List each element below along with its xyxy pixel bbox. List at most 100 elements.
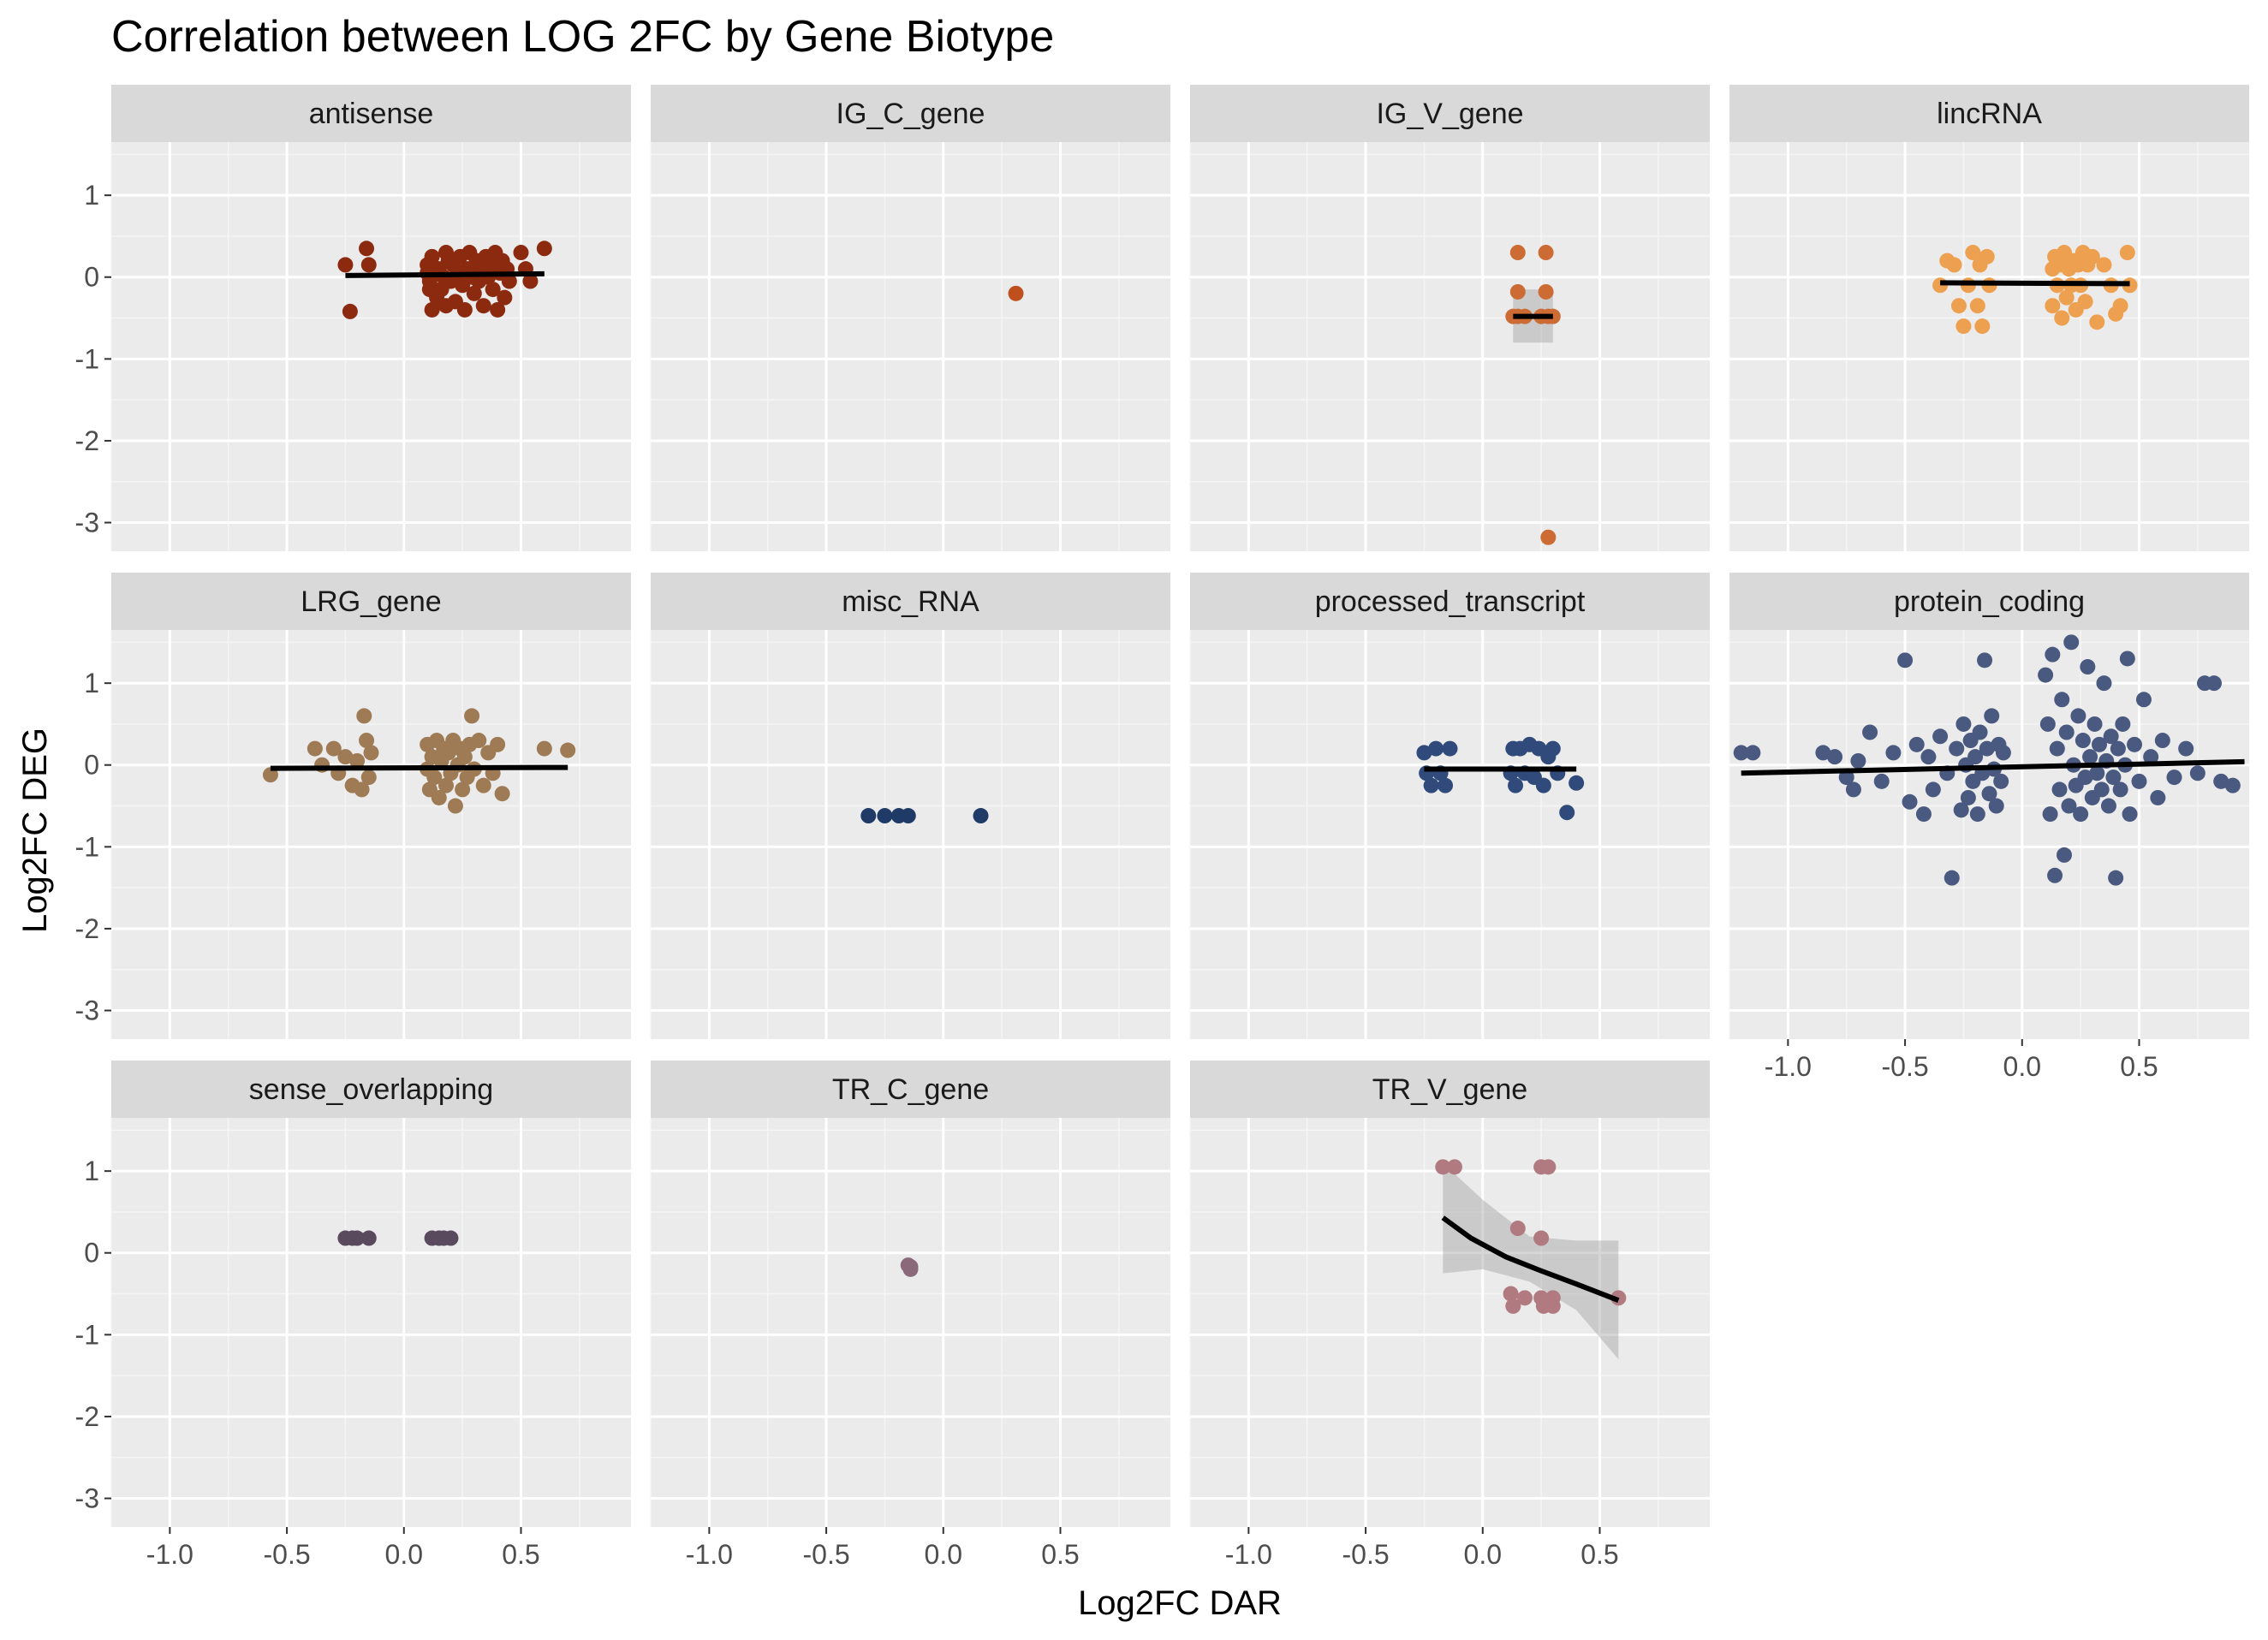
data-point: [2119, 651, 2135, 667]
panel-background: [111, 1118, 631, 1527]
facet-LRG_gene: LRG_gene 1 0 -1 -2 -3: [75, 573, 631, 1039]
data-point: [1503, 1286, 1519, 1302]
data-point: [440, 745, 456, 761]
facet-label: LRG_gene: [301, 585, 441, 618]
data-point: [1972, 724, 1988, 740]
panel-background: [651, 1118, 1170, 1527]
x-tick-label: 0.5: [1041, 1539, 1079, 1570]
fit-line: [1940, 280, 2130, 287]
x-tick-label: -1.0: [1225, 1539, 1272, 1570]
y-tick-label: 1: [84, 180, 99, 211]
data-point: [438, 777, 454, 793]
y-tick-label: 0: [84, 262, 99, 293]
facet-processed_transcript: processed_transcript: [1189, 573, 1710, 1039]
data-point: [1442, 740, 1458, 757]
data-point: [2119, 245, 2135, 261]
data-point: [1559, 805, 1575, 821]
data-point: [1902, 793, 1918, 810]
data-point: [337, 257, 354, 273]
facet-strip: [651, 1061, 1170, 1118]
facet-strip: [1190, 85, 1710, 142]
data-point: [1950, 298, 1967, 314]
data-point: [307, 740, 323, 757]
data-point: [475, 777, 491, 793]
data-point: [1827, 749, 1843, 765]
data-point: [2054, 310, 2070, 326]
fit-line: [1441, 1215, 1620, 1303]
fit-line: [270, 764, 568, 771]
data-point: [360, 257, 377, 273]
data-point: [1969, 806, 1985, 823]
facet-misc_RNA: misc_RNA: [650, 573, 1170, 1039]
facet-label: IG_V_gene: [1376, 98, 1523, 130]
data-point: [1533, 1230, 1550, 1246]
facet-label: processed_transcript: [1315, 585, 1586, 618]
data-point: [1981, 786, 1997, 802]
data-point: [2056, 847, 2072, 863]
x-tick-label: -0.5: [1342, 1539, 1389, 1570]
data-point: [1438, 777, 1454, 793]
chart-title: Correlation between LOG 2FC by Gene Biot…: [111, 12, 1054, 62]
data-point: [1925, 781, 1941, 798]
panel-background: [651, 630, 1170, 1039]
data-point: [360, 1230, 377, 1246]
data-point: [1915, 806, 1932, 823]
data-point: [1569, 775, 1585, 791]
data-point: [513, 245, 529, 261]
data-point: [360, 769, 377, 786]
data-point: [485, 282, 501, 298]
y-tick-label: 0: [84, 1238, 99, 1269]
data-point: [2073, 806, 2089, 823]
data-point: [1955, 716, 1972, 732]
data-point: [494, 786, 510, 802]
data-point: [1965, 245, 1981, 261]
data-point: [522, 273, 539, 289]
facet-label: lincRNA: [1937, 98, 2042, 130]
y-tick-label: 1: [84, 1156, 99, 1186]
data-point: [2178, 740, 2194, 757]
data-point: [1953, 802, 1969, 818]
facet-antisense: antisense 1 0 -1 -2 -3: [75, 85, 631, 551]
x-tick-label: 0.0: [385, 1539, 423, 1570]
data-point: [2045, 646, 2061, 663]
y-tick-label: -2: [75, 913, 99, 944]
data-point: [900, 808, 916, 824]
data-point: [1932, 728, 1949, 745]
data-point: [2077, 769, 2093, 786]
data-point: [359, 241, 375, 257]
data-point: [1545, 1298, 1561, 1314]
data-point: [475, 298, 491, 314]
facet-sense_overlapping: sense_overlapping 1 0 -1 -2 -3 -1.0 -0.5 0.0 0.5: [75, 1061, 631, 1570]
data-point: [2143, 749, 2159, 765]
y-tick-label: -1: [75, 831, 99, 862]
x-tick-label: -1.0: [146, 1539, 193, 1570]
data-point: [560, 742, 576, 758]
data-point: [2110, 740, 2126, 757]
y-tick-label: -3: [75, 508, 99, 538]
data-point: [1509, 1221, 1526, 1237]
x-tick-label: 0.0: [925, 1539, 962, 1570]
facet-label: protein_coding: [1894, 585, 2085, 618]
data-point: [1446, 1159, 1462, 1175]
data-point: [490, 736, 506, 752]
data-point: [1745, 745, 1761, 761]
data-point: [1897, 652, 1914, 668]
data-point: [1977, 652, 1993, 668]
y-tick-label: 1: [84, 668, 99, 698]
data-point: [2096, 257, 2112, 273]
data-point: [1988, 798, 2004, 814]
data-point: [1946, 257, 1962, 273]
data-point: [2224, 777, 2241, 793]
data-point: [1845, 781, 1861, 798]
data-point: [1428, 740, 1444, 757]
data-point: [1423, 777, 1439, 793]
data-point: [424, 301, 440, 318]
data-point: [464, 708, 480, 724]
data-point: [2096, 675, 2112, 692]
data-point: [337, 749, 354, 765]
data-point: [2086, 716, 2103, 732]
data-point: [1008, 285, 1024, 301]
panel-background: [1729, 630, 2249, 1039]
facet-strip: [111, 85, 631, 142]
